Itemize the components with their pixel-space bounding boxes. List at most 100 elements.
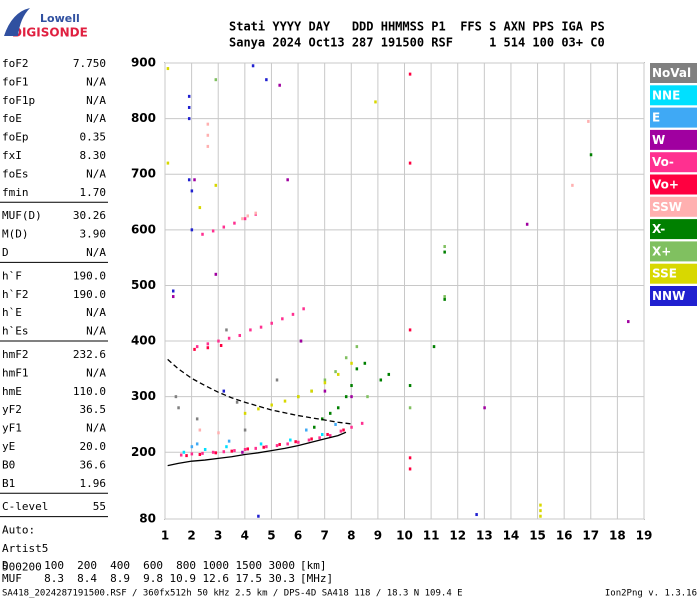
x-tick-label: 8	[347, 529, 355, 543]
echo-point	[297, 395, 300, 399]
echo-point	[366, 395, 369, 399]
param-value: 55	[93, 500, 106, 513]
echo-point	[265, 78, 268, 82]
echo-point	[328, 434, 332, 438]
echo-point	[305, 428, 308, 432]
echo-point	[294, 440, 297, 444]
param-value: N/A	[86, 246, 106, 259]
param-name: fmin	[2, 186, 29, 199]
echo-point	[355, 345, 359, 349]
y-tick-label: 300	[131, 389, 156, 403]
echo-point	[350, 384, 353, 388]
footer-value: 200	[77, 559, 97, 572]
param-name: hmF1	[2, 366, 29, 379]
version: Ion2Png v. 1.3.16	[605, 589, 697, 599]
echo-point	[251, 64, 255, 68]
echo-point	[344, 395, 348, 399]
echo-point	[179, 453, 183, 457]
x-tick-label: 16	[556, 529, 573, 543]
echo-point	[334, 370, 337, 374]
footer-unit: [km]	[300, 559, 327, 572]
echo-point	[299, 339, 303, 343]
echo-point	[339, 429, 343, 433]
echo-point	[214, 78, 218, 82]
param-name: fxI	[2, 149, 22, 162]
param-name: h`Es	[2, 325, 29, 338]
x-tick-label: 2	[187, 529, 195, 543]
footer-value: 12.6	[203, 572, 230, 585]
echo-point	[326, 432, 329, 436]
legend-label: NoVal	[652, 66, 691, 80]
echo-point	[246, 447, 249, 451]
param-name: yF1	[2, 422, 22, 435]
echo-point	[313, 425, 316, 429]
param-name: foEp	[2, 131, 29, 144]
footer-value: 8.3	[44, 572, 64, 585]
echo-point	[254, 446, 257, 450]
param-name: hmE	[2, 385, 22, 398]
param-value: 110.0	[73, 385, 106, 398]
echo-point	[206, 346, 210, 350]
echo-point	[187, 94, 191, 98]
param-name: foE	[2, 112, 22, 125]
echo-point	[222, 225, 226, 229]
x-tick-label: 19	[636, 529, 653, 543]
legend-label: SSW	[652, 200, 682, 214]
param-value: 3.90	[80, 228, 107, 241]
footer-value: 400	[110, 559, 130, 572]
logo-top: Lowell	[40, 12, 80, 25]
echo-point	[443, 250, 446, 254]
legend-swatch	[650, 286, 697, 306]
echo-point	[214, 451, 218, 455]
echo-point	[350, 425, 353, 429]
param-name: foEs	[2, 167, 29, 180]
param-value: 190.0	[73, 269, 106, 282]
footer-value: 17.5	[236, 572, 263, 585]
param-value: 232.6	[73, 348, 106, 361]
echo-point	[278, 442, 281, 446]
echo-point	[408, 406, 412, 410]
param-value: N/A	[86, 306, 106, 319]
echo-point	[190, 445, 194, 449]
legend-label: NNW	[652, 289, 685, 303]
echo-point	[171, 289, 175, 293]
x-tick-label: 9	[374, 529, 382, 543]
y-tick-label: 200	[131, 445, 156, 459]
param-value: 0.35	[80, 131, 107, 144]
echo-point	[323, 381, 327, 385]
echo-point	[254, 211, 257, 215]
param-value: N/A	[86, 325, 106, 338]
echo-point	[539, 514, 542, 518]
echo-point	[443, 295, 446, 299]
echo-point	[233, 221, 236, 225]
echo-point	[323, 389, 327, 393]
echo-point	[589, 153, 593, 157]
param-name: foF2	[2, 57, 29, 70]
param-value: 1.96	[80, 477, 107, 490]
echo-point	[201, 232, 204, 236]
echo-point	[539, 509, 542, 513]
echo-point	[321, 432, 324, 436]
trace-line	[167, 358, 352, 425]
x-tick-label: 13	[476, 529, 493, 543]
echo-point	[286, 442, 289, 446]
y-tick-label: 800	[131, 111, 156, 125]
echo-point	[195, 345, 199, 349]
echo-point	[195, 442, 199, 446]
x-tick-label: 5	[267, 529, 275, 543]
echo-point	[246, 214, 249, 218]
echo-point	[483, 406, 486, 410]
echo-point	[225, 445, 228, 449]
echo-point	[283, 399, 287, 403]
echo-point	[203, 447, 207, 451]
echo-point	[198, 452, 202, 456]
echo-point	[336, 406, 340, 410]
echo-point	[270, 403, 273, 407]
echo-point	[166, 161, 170, 165]
y-tick-label: 700	[131, 167, 156, 181]
param-value: 7.750	[73, 57, 106, 70]
legend-swatch	[650, 196, 697, 217]
echo-point	[235, 400, 239, 404]
echo-point	[198, 206, 202, 210]
